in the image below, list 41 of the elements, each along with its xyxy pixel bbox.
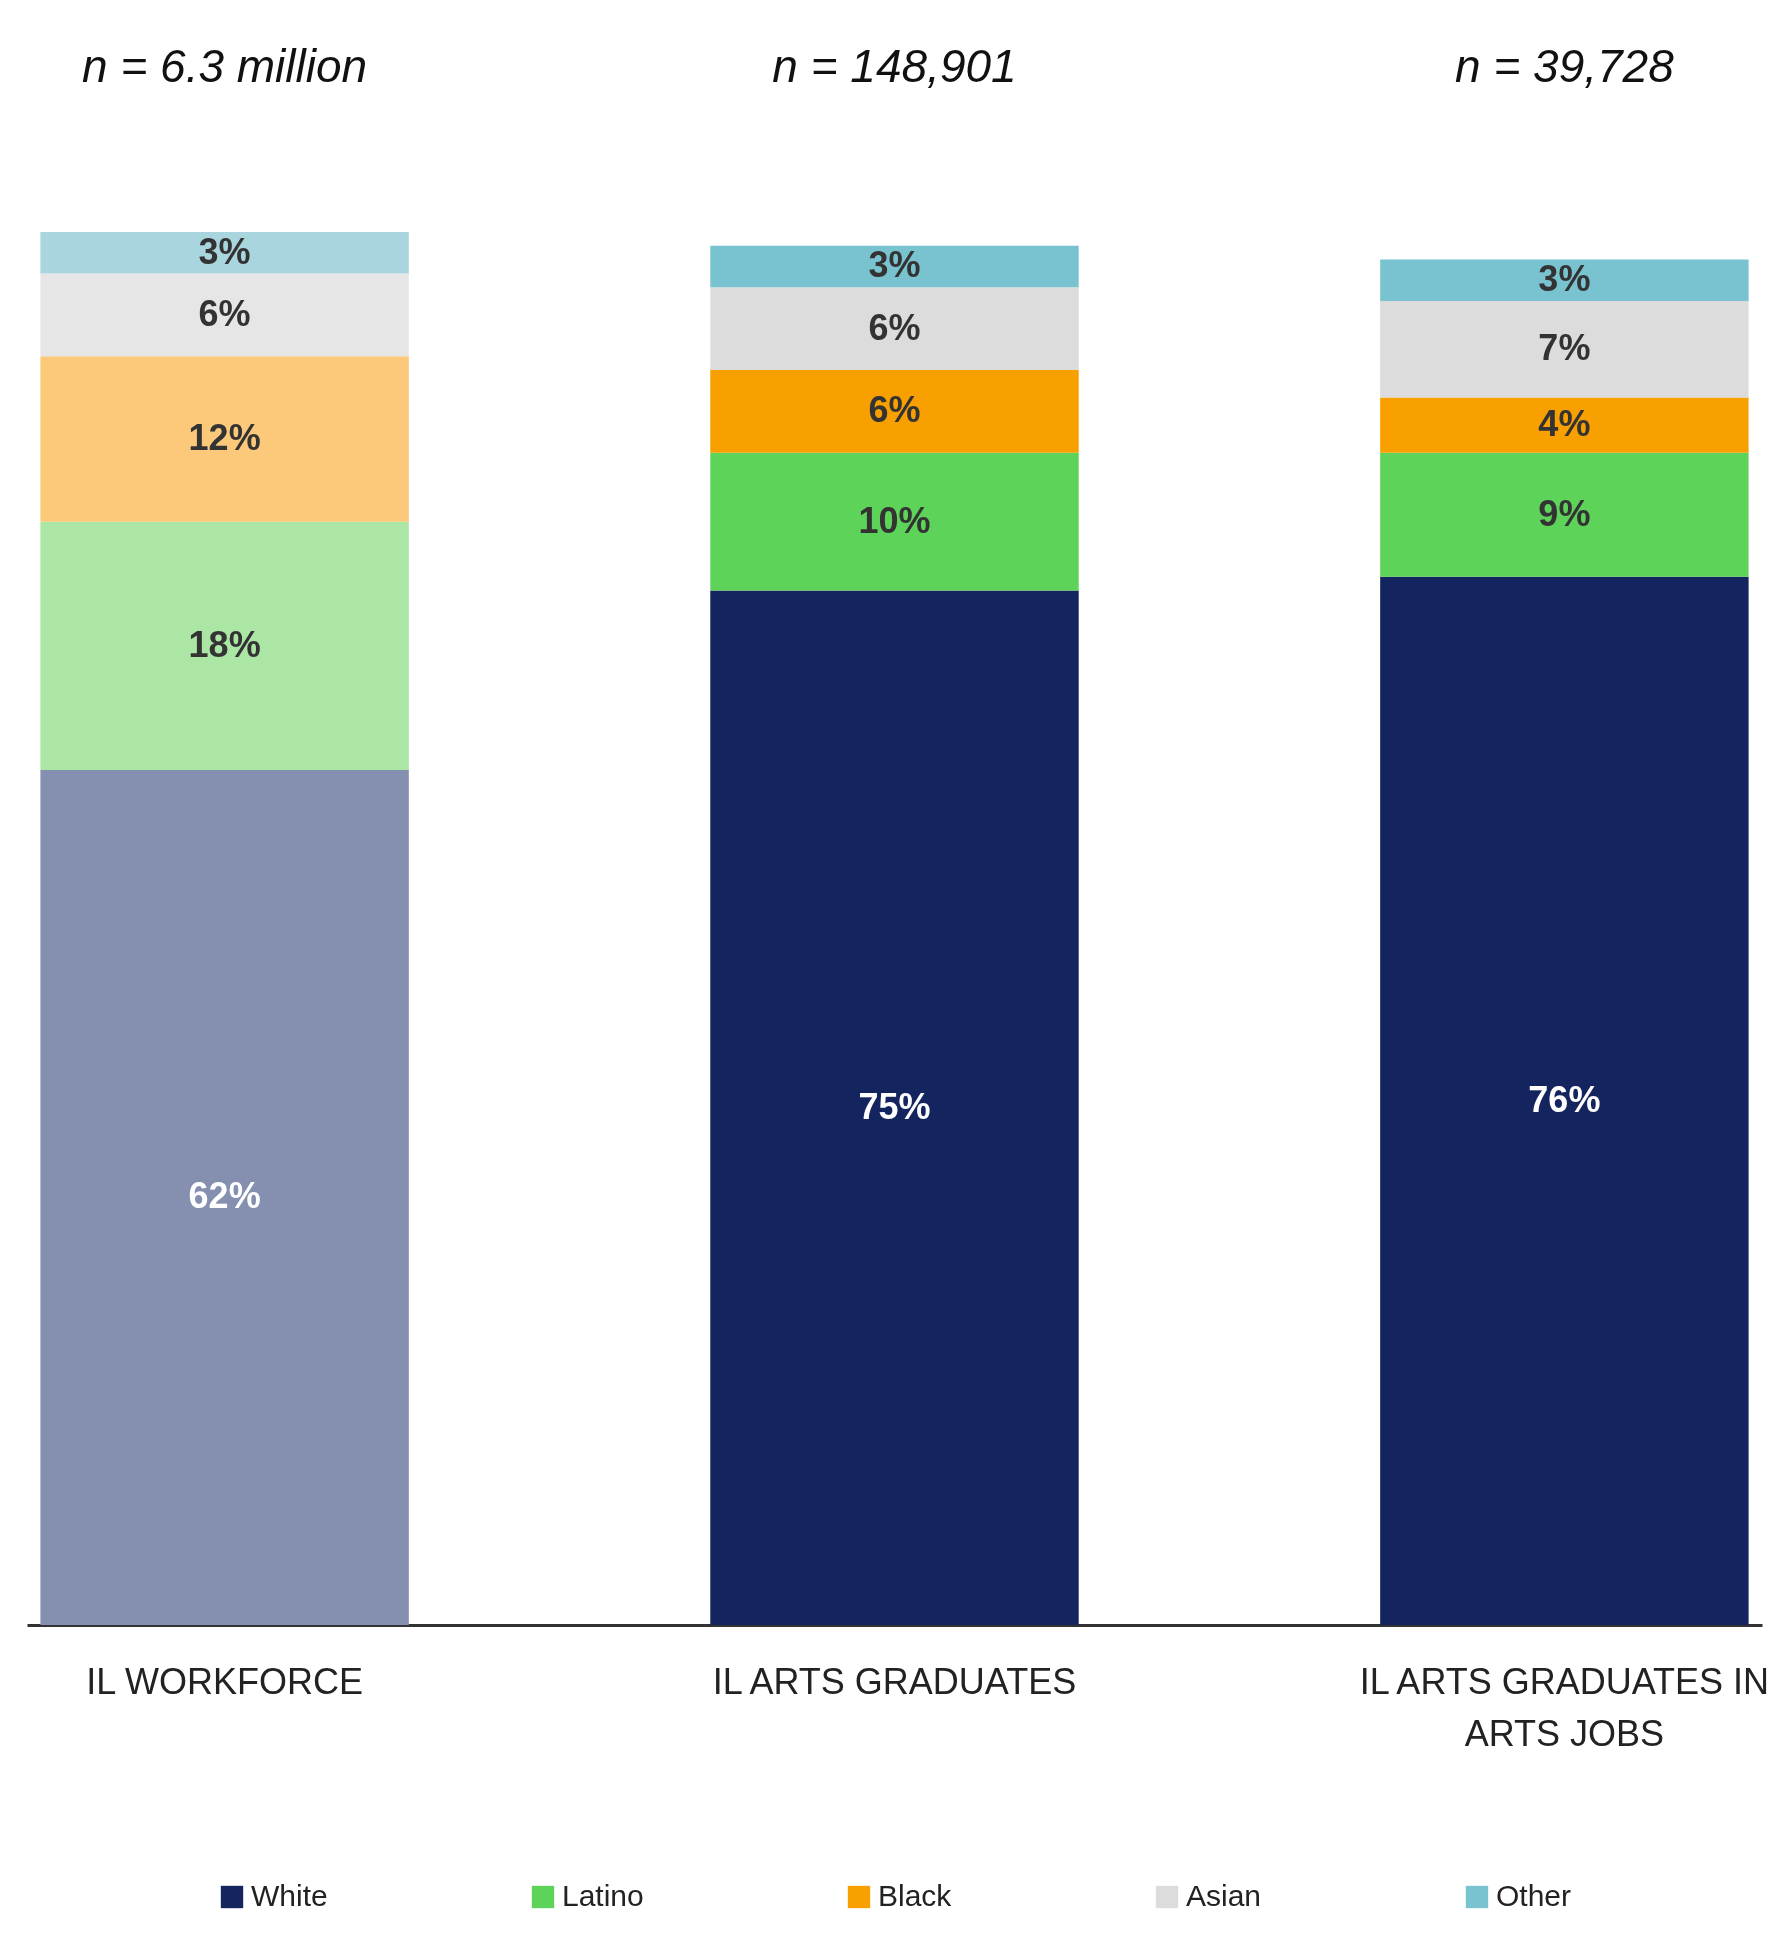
data-label: 18% [188,623,261,665]
data-label: 76% [1528,1078,1601,1120]
bar [1380,300,1749,398]
legend-label: Latino [562,1879,644,1912]
text: n = 6.3 million [82,40,368,92]
bar [1380,259,1749,301]
data-label: 75% [858,1085,931,1127]
bar [710,287,1079,370]
bar [1380,452,1749,577]
bar [1380,397,1749,453]
bar [40,356,409,522]
data-label: 12% [188,416,261,458]
bar [1380,576,1749,1625]
x-tick-label: IL ARTS GRADUATES [712,1660,1077,1702]
text: n = 148,901 [772,40,1017,92]
bar [40,232,409,274]
data-label: 6% [868,389,921,431]
data-label: 3% [868,244,921,286]
text: n = 39,728 [1455,40,1675,92]
bar [40,273,409,357]
legend-label: Black [878,1879,953,1912]
data-label: 4% [1538,403,1591,445]
data-label: 9% [1538,492,1591,534]
legend-label: Other [1496,1879,1572,1912]
data-label: 10% [858,499,931,541]
bar [710,245,1079,288]
legend-label: Asian [1186,1879,1262,1912]
legend-label: White [251,1879,328,1912]
bar [710,369,1079,453]
data-label: 7% [1538,327,1591,369]
bar [710,590,1079,1625]
bar [710,452,1079,591]
data-label: 62% [188,1175,261,1217]
x-tick-label: IL WORKFORCE [86,1660,363,1702]
bar [40,521,409,770]
bar [40,769,409,1625]
data-label: 3% [198,230,251,272]
data-label: 3% [1538,258,1591,300]
data-label: 6% [198,292,251,334]
data-label: 6% [868,306,921,348]
x-tick-label: IL ARTS GRADUATES IN ARTS JOBS [1359,1660,1768,1754]
